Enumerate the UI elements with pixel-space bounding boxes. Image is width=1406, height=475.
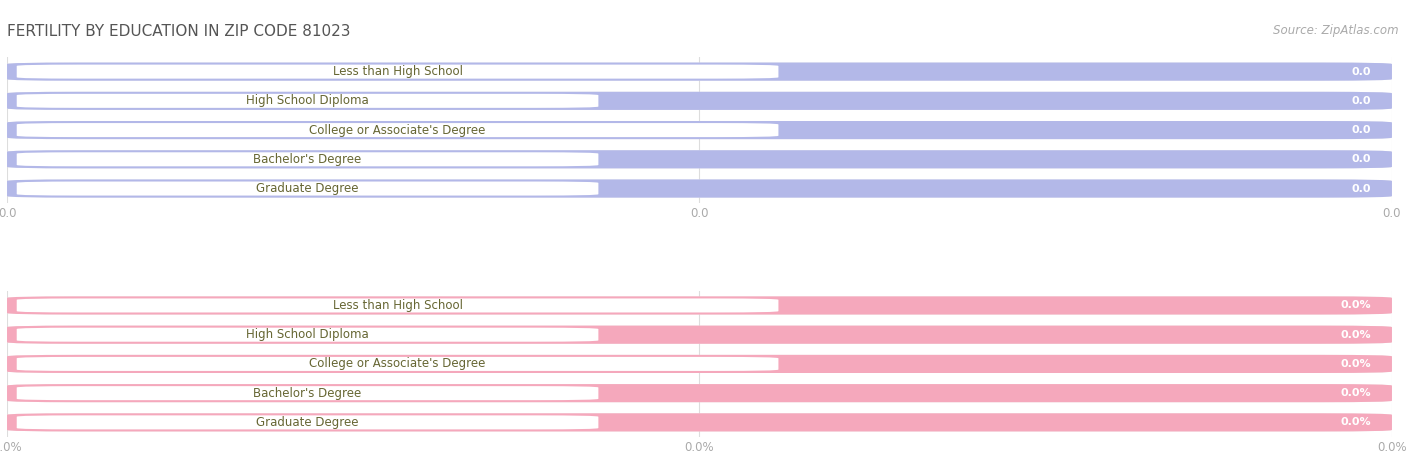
FancyBboxPatch shape [7, 180, 1392, 198]
Text: Bachelor's Degree: Bachelor's Degree [253, 153, 361, 166]
FancyBboxPatch shape [17, 65, 779, 79]
Text: High School Diploma: High School Diploma [246, 95, 368, 107]
FancyBboxPatch shape [7, 150, 1392, 168]
Text: 0.0%: 0.0% [1340, 418, 1371, 428]
Text: Source: ZipAtlas.com: Source: ZipAtlas.com [1274, 24, 1399, 37]
FancyBboxPatch shape [7, 326, 1392, 344]
FancyBboxPatch shape [7, 413, 1392, 431]
FancyBboxPatch shape [7, 384, 1392, 402]
FancyBboxPatch shape [17, 386, 599, 400]
Text: 0.0%: 0.0% [1340, 388, 1371, 398]
Text: 0.0: 0.0 [1351, 125, 1371, 135]
FancyBboxPatch shape [17, 123, 779, 137]
Text: 0.0%: 0.0% [1340, 330, 1371, 340]
FancyBboxPatch shape [7, 121, 1392, 139]
FancyBboxPatch shape [7, 121, 1392, 139]
Text: Graduate Degree: Graduate Degree [256, 182, 359, 195]
FancyBboxPatch shape [7, 355, 1392, 373]
Text: Graduate Degree: Graduate Degree [256, 416, 359, 429]
FancyBboxPatch shape [7, 384, 1392, 402]
Text: 0.0: 0.0 [1351, 183, 1371, 193]
Text: FERTILITY BY EDUCATION IN ZIP CODE 81023: FERTILITY BY EDUCATION IN ZIP CODE 81023 [7, 24, 350, 39]
Text: Less than High School: Less than High School [333, 65, 463, 78]
FancyBboxPatch shape [7, 296, 1392, 314]
FancyBboxPatch shape [17, 328, 599, 342]
Text: 0.0%: 0.0% [1340, 359, 1371, 369]
FancyBboxPatch shape [7, 150, 1392, 168]
FancyBboxPatch shape [17, 415, 599, 429]
Text: Less than High School: Less than High School [333, 299, 463, 312]
FancyBboxPatch shape [7, 63, 1392, 81]
FancyBboxPatch shape [7, 355, 1392, 373]
Text: College or Associate's Degree: College or Associate's Degree [309, 357, 485, 370]
Text: High School Diploma: High School Diploma [246, 328, 368, 341]
Text: Bachelor's Degree: Bachelor's Degree [253, 387, 361, 399]
FancyBboxPatch shape [17, 357, 779, 371]
Text: 0.0: 0.0 [1351, 96, 1371, 106]
FancyBboxPatch shape [17, 181, 599, 196]
FancyBboxPatch shape [7, 180, 1392, 198]
FancyBboxPatch shape [17, 298, 779, 313]
FancyBboxPatch shape [7, 92, 1392, 110]
FancyBboxPatch shape [7, 63, 1392, 81]
Text: College or Associate's Degree: College or Associate's Degree [309, 124, 485, 137]
FancyBboxPatch shape [17, 94, 599, 108]
FancyBboxPatch shape [7, 326, 1392, 344]
Text: 0.0%: 0.0% [1340, 301, 1371, 311]
FancyBboxPatch shape [17, 152, 599, 166]
FancyBboxPatch shape [7, 413, 1392, 431]
FancyBboxPatch shape [7, 92, 1392, 110]
Text: 0.0: 0.0 [1351, 66, 1371, 76]
Text: 0.0: 0.0 [1351, 154, 1371, 164]
FancyBboxPatch shape [7, 296, 1392, 314]
